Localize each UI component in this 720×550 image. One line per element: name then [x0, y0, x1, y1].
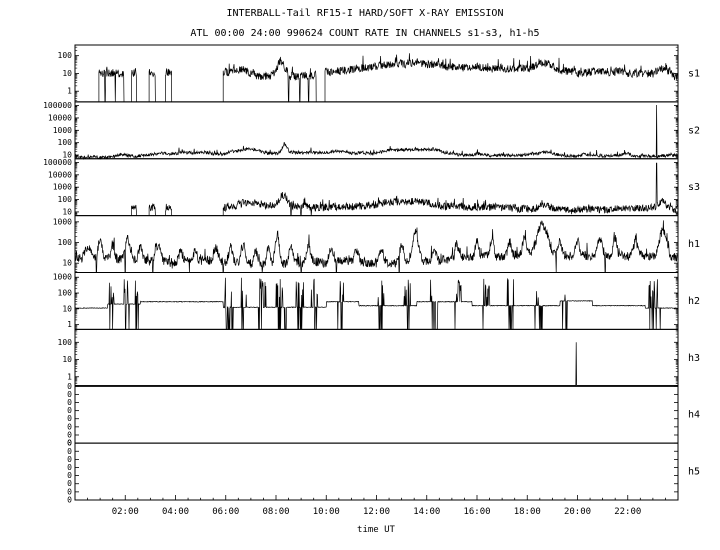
chart-title: INTERBALL-Tail RF15-I HARD/SOFT X-RAY EM…: [227, 8, 504, 19]
trace-s3: [222, 162, 678, 216]
panel-s2: 100000 10000 1000 100 10 s2: [43, 101, 700, 160]
x-tick-label: 16:00: [463, 507, 490, 517]
y-tick-label: 100000: [43, 101, 72, 110]
panel-h1: 1000 100 10 h1: [53, 215, 700, 273]
y-tick-label: 10: [62, 259, 72, 268]
panels-group: 100101s110000010000100010010s21000001000…: [43, 44, 700, 505]
y-tick-label: 10: [62, 355, 72, 364]
trace-s1: [222, 56, 317, 103]
y-tick-label: 0: [67, 422, 72, 431]
x-tick-label: 06:00: [212, 507, 239, 517]
y-tick-label: 100: [58, 338, 73, 347]
x-tick-label: 02:00: [112, 507, 139, 517]
y-tick-label: 0: [67, 430, 72, 439]
panel-h2: 1000 100 10 1 h2: [53, 272, 700, 330]
y-tick-label: 1000: [53, 126, 72, 135]
y-tick-label: 10000: [48, 170, 72, 179]
channel-label-s2: s2: [688, 125, 700, 136]
x-tick-label: 20:00: [564, 507, 591, 517]
y-tick-label: 1: [67, 372, 72, 381]
y-tick-label: 100: [58, 238, 73, 247]
y-tick-label: 1000: [53, 183, 72, 192]
y-tick-label: 0: [67, 496, 72, 505]
y-tick-label: 0: [67, 439, 72, 448]
chart-subtitle: ATL 00:00 24:00 990624 COUNT RATE IN CHA…: [190, 28, 539, 39]
channel-label-h3: h3: [688, 353, 700, 364]
x-axis-label: time UT: [357, 525, 396, 535]
y-tick-label: 0: [67, 447, 72, 456]
x-tick-label: 12:00: [363, 507, 390, 517]
y-tick-label: 0: [67, 463, 72, 472]
y-tick-label: 0: [67, 455, 72, 464]
trace-s2: [74, 104, 679, 160]
trace-s1: [98, 66, 125, 103]
y-tick-label: 10: [62, 69, 72, 78]
panel-h3: 100 10 1 h3: [58, 328, 700, 387]
y-tick-label: 1: [67, 320, 72, 329]
trace-s1: [324, 53, 679, 102]
y-tick-label: 10: [62, 207, 72, 216]
y-tick-label: 100: [58, 289, 73, 298]
y-tick-label: 0: [67, 406, 72, 415]
y-tick-label: 1: [67, 87, 72, 96]
trace-s3: [131, 204, 137, 216]
panel-frame: [74, 385, 679, 444]
y-tick-label: 0: [67, 390, 72, 399]
channel-label-h2: h2: [688, 296, 700, 307]
panel-s3: 100000 10000 1000 100 10 s3: [43, 158, 700, 216]
trace-h1: [74, 220, 679, 273]
x-tick-label: 08:00: [262, 507, 289, 517]
y-tick-label: 10000: [48, 113, 72, 122]
trace-s1: [131, 68, 137, 102]
y-tick-label: 100: [58, 138, 73, 147]
channel-label-s3: s3: [688, 182, 700, 193]
x-tick-label: 18:00: [514, 507, 541, 517]
channel-label-s1: s1: [688, 68, 700, 79]
panel-frame: [74, 442, 679, 501]
x-tick-label: 14:00: [413, 507, 440, 517]
y-tick-label: 0: [67, 471, 72, 480]
channel-label-h5: h5: [688, 467, 700, 478]
y-tick-label: 100: [58, 195, 73, 204]
panel-s1: 100 10 1 s1: [58, 44, 700, 103]
y-tick-label: 100000: [43, 158, 72, 167]
x-tick-label: 22:00: [614, 507, 641, 517]
channel-label-h1: h1: [688, 239, 700, 250]
y-tick-label: 1000: [53, 217, 72, 226]
channel-label-h4: h4: [688, 410, 700, 421]
trace-s3: [165, 203, 173, 216]
y-tick-label: 0: [67, 479, 72, 488]
y-tick-label: 0: [67, 487, 72, 496]
y-tick-label: 100: [58, 51, 73, 60]
y-tick-label: 10: [62, 151, 72, 160]
x-tick-label: 10:00: [313, 507, 340, 517]
y-tick-label: 0: [67, 382, 72, 391]
trace-s3: [148, 203, 156, 216]
panel-frame: [74, 101, 679, 160]
y-tick-label: 0: [67, 414, 72, 423]
panel-frame: [74, 328, 679, 387]
trace-h2: [74, 277, 679, 330]
x-axis: 02:00 04:00 06:00 08:00 10:00 12:00 14:00 16:00…: [74, 495, 679, 517]
trace-h3: [75, 342, 678, 386]
y-tick-label: 0: [67, 439, 72, 448]
y-tick-label: 10: [62, 304, 72, 313]
y-tick-label: 1000: [53, 273, 72, 282]
y-tick-label: 0: [67, 398, 72, 407]
trace-s1: [148, 68, 156, 102]
trace-s1: [165, 68, 173, 102]
x-tick-label: 04:00: [162, 507, 189, 517]
